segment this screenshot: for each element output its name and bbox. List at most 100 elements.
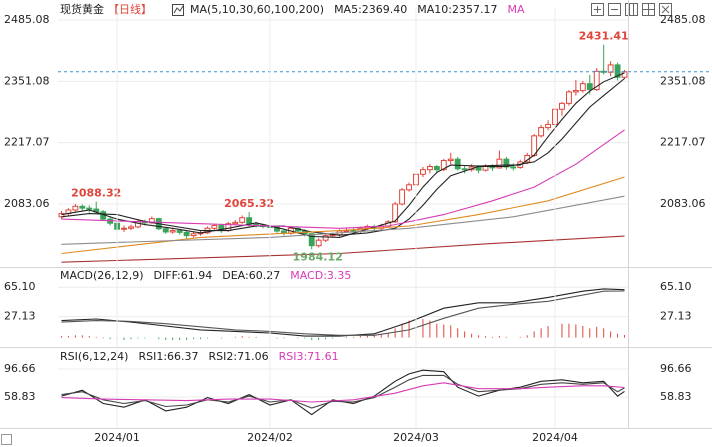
candle-body: [433, 165, 440, 171]
chart-period[interactable]: 【日线】: [108, 2, 152, 16]
candle-body: [135, 220, 141, 228]
candle-body: [79, 205, 86, 209]
toolbar: [591, 3, 672, 16]
candle-body: [538, 127, 545, 137]
candle-body: [545, 123, 551, 129]
candle-body: [246, 217, 253, 225]
series-line: [61, 290, 625, 336]
y-tick-label-right: 65.10: [660, 280, 692, 293]
tool-button[interactable]: [625, 3, 638, 16]
extreme-label: 2065.32: [224, 197, 274, 210]
series-line: [61, 72, 625, 238]
candle-body: [559, 102, 565, 110]
y-tick-label-right: 27.13: [660, 310, 692, 323]
candle-body: [121, 227, 127, 230]
candle-body: [176, 230, 183, 233]
y-tick-label: 27.13: [4, 310, 36, 323]
candle-body: [162, 228, 169, 233]
candle-body: [274, 226, 280, 232]
candle-body: [315, 239, 322, 247]
candle-body: [426, 165, 433, 171]
series-line: [61, 235, 625, 263]
extreme-label: 2088.32: [71, 187, 121, 200]
legend-entry: MA(5,10,30,60,100,200): [190, 3, 324, 16]
indicator-icon-line: [173, 5, 184, 14]
legend-entry: MACD(26,12,9): [60, 269, 144, 282]
candle-body: [392, 203, 399, 223]
y-tick-label-right: 2485.08: [660, 13, 706, 26]
candle-body: [183, 231, 190, 237]
extreme-label: 1984.12: [293, 250, 343, 263]
legend-entry: MA: [508, 3, 525, 16]
legend-entry: DEA:60.27: [222, 269, 280, 282]
candle-body: [399, 189, 406, 205]
candle-body: [447, 158, 454, 162]
legend-entry: MACD:3.35: [290, 269, 351, 282]
candle-body: [510, 166, 517, 169]
y-tick-label: 2485.08: [4, 13, 50, 26]
indicator-toggle[interactable]: [172, 4, 184, 16]
y-tick-label: 2083.06: [4, 197, 50, 210]
candle-body: [607, 64, 614, 73]
y-tick-label-right: 58.83: [660, 390, 692, 403]
candle-body: [565, 91, 572, 104]
legend-entry: DIFF:61.94: [154, 269, 213, 282]
corner-icon[interactable]: [1, 434, 12, 445]
y-tick-label-right: 2351.08: [660, 74, 706, 87]
candle-body: [621, 71, 628, 78]
tool-button[interactable]: [642, 3, 655, 16]
y-tick-label: 65.10: [4, 280, 36, 293]
legend-entry: RSI3:71.61: [279, 350, 339, 363]
tool-button[interactable]: [591, 3, 604, 16]
y-tick-label-right: 2083.06: [660, 197, 706, 210]
candle-body: [239, 217, 246, 223]
series-line: [61, 374, 625, 409]
candle-body: [128, 226, 134, 229]
legend-entry: MA5:2369.40: [334, 3, 407, 16]
candle-body: [169, 230, 176, 233]
y-tick-label: 96.66: [4, 362, 36, 375]
candle-body: [461, 168, 468, 171]
indicator-icon[interactable]: [172, 4, 184, 16]
candle-body: [58, 213, 65, 218]
legend-entry: RSI1:66.37: [138, 350, 198, 363]
x-tick-label: 2024/03: [393, 431, 439, 444]
series-line: [61, 129, 625, 229]
x-tick-label: 2024/04: [532, 431, 578, 444]
y-tick-label: 2351.08: [4, 74, 50, 87]
candle-body: [72, 205, 79, 211]
candle-body: [440, 160, 447, 171]
candle-body: [454, 158, 461, 170]
candle-body: [86, 207, 93, 210]
x-tick-label: 2024/02: [247, 431, 293, 444]
candle-body: [211, 225, 218, 229]
legend-entry: RSI(6,12,24): [60, 350, 128, 363]
candle-body: [579, 83, 586, 92]
chart-title: 现货黄金: [60, 2, 104, 16]
series-line: [61, 176, 625, 255]
tool-button[interactable]: [659, 3, 672, 16]
y-tick-label: 58.83: [4, 390, 36, 403]
y-tick-label-right: 96.66: [660, 362, 692, 375]
candle-body: [586, 83, 593, 91]
candle-body: [190, 233, 197, 237]
candle-body: [496, 158, 503, 169]
legend-entry: MA10:2357.17: [417, 3, 497, 16]
y-tick-label-right: 2217.07: [660, 136, 706, 149]
candle-body: [420, 169, 426, 175]
legend-entry: RSI2:71.06: [209, 350, 269, 363]
x-tick-label: 2024/01: [94, 431, 140, 444]
extreme-label: 2431.41: [579, 30, 629, 43]
candle-body: [322, 235, 329, 241]
candle-body: [308, 233, 315, 247]
candle-body: [232, 221, 239, 225]
candle-body: [614, 64, 621, 78]
series-line: [61, 195, 625, 245]
candle-body: [406, 184, 412, 191]
tool-button[interactable]: [608, 3, 621, 16]
series-line: [61, 382, 625, 403]
y-tick-label: 2217.07: [4, 136, 50, 149]
